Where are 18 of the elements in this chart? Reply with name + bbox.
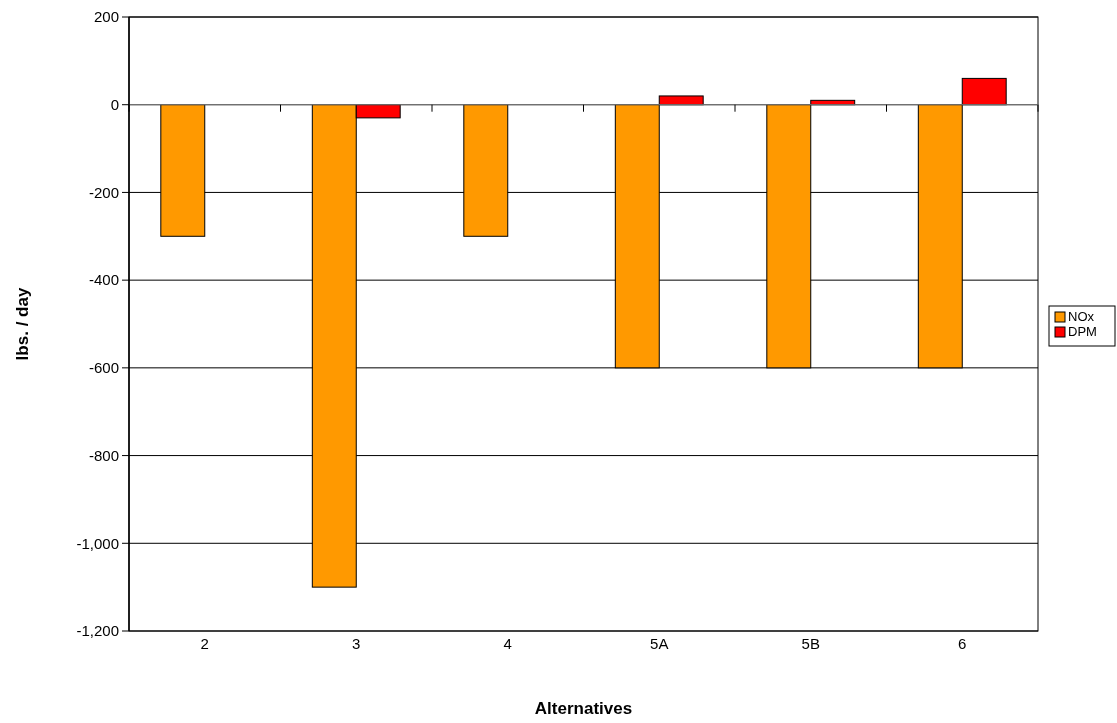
legend-label: NOx — [1068, 309, 1095, 324]
x-tick-label: 5A — [650, 635, 669, 652]
y-tick-label: -1,000 — [76, 534, 119, 552]
x-tick-label: 4 — [503, 635, 512, 652]
y-tick-label: -800 — [88, 446, 119, 464]
x-tick-label: 3 — [352, 635, 361, 652]
y-tick-label: 0 — [110, 95, 119, 113]
x-tick-label: 2 — [200, 635, 209, 652]
y-tick-label: -200 — [88, 183, 119, 201]
y-tick-label: -400 — [88, 271, 119, 289]
y-tick-label: -1,200 — [76, 622, 119, 640]
y-axis-title: lbs. / day — [13, 287, 32, 361]
x-tick-label: 6 — [958, 635, 967, 652]
y-tick-label: 200 — [93, 8, 119, 26]
legend-label: DPM — [1068, 324, 1097, 339]
x-axis-title: Alternatives — [534, 699, 633, 718]
y-tick-label: -600 — [88, 359, 119, 377]
x-tick-label: 5B — [801, 635, 820, 652]
